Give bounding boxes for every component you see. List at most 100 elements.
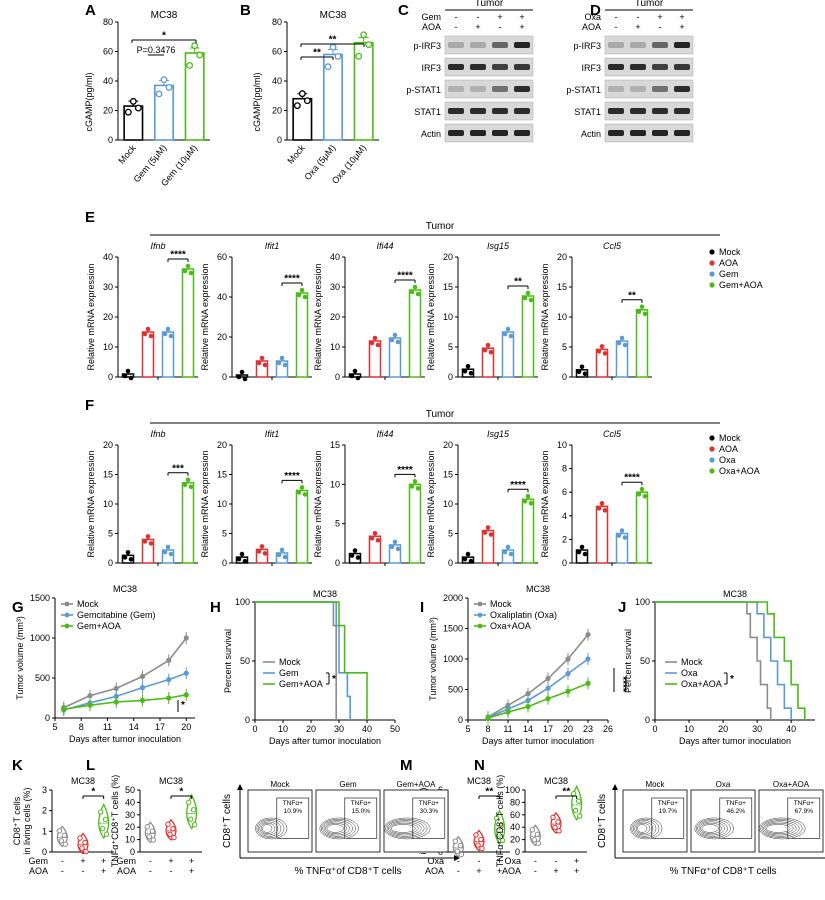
- panel-g-x-label: Days after tumor inoculation: [69, 734, 181, 744]
- panel-e-legend-label: Gem+AOA: [719, 280, 763, 290]
- panel-e-ccl5-bar: [635, 309, 649, 378]
- panel-f-isg15-y-tick-label: 15: [443, 470, 453, 480]
- panel-f-ifi44-y-tick-label: 15: [330, 440, 340, 450]
- flow-n-contour: [637, 824, 648, 833]
- blot-c-band-label: Actin: [421, 129, 441, 139]
- flow-n-contour: [694, 817, 734, 840]
- panel-j-x-tick-label: 30: [752, 724, 762, 734]
- panel-i-y-tick-label: 1500: [443, 624, 463, 634]
- panel-g-point: [61, 706, 67, 712]
- panel-f-legend-label: Oxa: [719, 455, 736, 465]
- panel-m-point: [478, 836, 484, 843]
- flow-l-y-arrowhead: [237, 784, 243, 790]
- blot-d-membrane: [604, 101, 694, 121]
- flow-n-gate-label: TNFα+: [726, 800, 746, 807]
- panel-letter-c: C: [398, 2, 409, 19]
- panel-h-sig-label: *: [332, 674, 336, 685]
- panel-e-ccl5-y-tick-label: 20: [557, 252, 567, 262]
- panel-f-ccl5-point: [602, 508, 608, 513]
- panel-f-ifit1-y-tick-label: 5: [222, 529, 227, 539]
- flow-l-gate-label: TNFα+: [419, 800, 439, 807]
- blot-c-band: [448, 42, 464, 48]
- panel-g-legend-marker: [64, 612, 70, 618]
- panel-n-point: [555, 819, 561, 825]
- panel-f-ifit1-point: [242, 558, 248, 564]
- panel-g-sig-label: *: [181, 700, 185, 711]
- panel-m-sig-label: **: [485, 787, 493, 798]
- panel-f-isg15-y-label: Relative mRNA expression: [426, 450, 436, 557]
- panel-f-ccl5-y-tick-label: 8: [562, 464, 567, 474]
- flow-l-x-arrowhead: [454, 855, 460, 861]
- panel-i-point: [565, 688, 571, 694]
- blot-d-band: [652, 130, 668, 136]
- panel-e-isg15-point: [522, 295, 528, 301]
- panel-e-ifnb-bar: [161, 331, 175, 378]
- panel-e-ifi44-point: [415, 291, 421, 297]
- panel-a-y-tick-label: 80: [103, 17, 113, 27]
- panel-f-ifit1-y-tick-label: 0: [222, 558, 227, 568]
- panel-f-ifnb-point: [145, 534, 151, 539]
- panel-e-ifnb-point: [182, 268, 188, 274]
- panel-m-point: [499, 837, 506, 844]
- panel-e-isg15-y-label: Relative mRNA expression: [426, 263, 436, 370]
- panel-letter-d: D: [590, 2, 601, 19]
- blot-c-sign: +: [519, 22, 524, 32]
- panel-g-legend-label: Gemcitabine (Gem): [77, 610, 156, 620]
- flow-n-contour: [632, 820, 657, 837]
- panel-k-sign: -: [61, 866, 64, 876]
- blot-c-title: Tumor: [475, 0, 504, 9]
- panel-f-ifit1-point: [282, 554, 288, 560]
- panel-b-y-tick-label: 40: [272, 76, 282, 86]
- panel-i-legend-label: Oxaliplatin (Oxa): [490, 610, 557, 620]
- blot-c-band: [514, 42, 530, 48]
- panel-l-sign: +: [168, 856, 173, 866]
- panel-n-title: MC38: [544, 776, 568, 786]
- panel-l-y-tick-label: 10: [125, 835, 135, 845]
- flow-n-group-label: Mock: [645, 780, 665, 789]
- panel-e-ifi44-point: [395, 339, 401, 345]
- panel-m-point: [458, 851, 465, 858]
- blot-d-band: [630, 86, 646, 92]
- panel-e-ifit1-point: [259, 355, 265, 361]
- panel-b-point: [365, 41, 373, 49]
- panel-f-ifi44-y-tick-label: 5: [335, 519, 340, 529]
- panel-f-isg15-point: [502, 549, 508, 555]
- panel-b-y-label: cGAMP(pg/ml): [252, 72, 262, 131]
- flow-l-x-label: % TNFα⁺of CD8⁺T cells: [294, 866, 401, 877]
- panel-e-ifit1-sig-label: ****: [284, 274, 300, 285]
- blot-d-band-label: IRF3: [581, 63, 601, 73]
- blot-d-band: [652, 108, 668, 114]
- panel-a-point: [165, 83, 173, 91]
- panel-l-point: [185, 799, 192, 806]
- panel-f-ifi44-point: [395, 546, 401, 552]
- panel-f-ifnb-bar: [181, 482, 195, 564]
- panel-e-ifit1-gene-title: Ifit1: [265, 241, 280, 251]
- panel-k-y-tick-label: 1: [42, 826, 47, 836]
- panel-e-ccl5-point: [619, 335, 625, 341]
- panel-j-y-label: Percent survival: [623, 629, 633, 693]
- panel-b-sig-mid-label: **: [313, 48, 321, 59]
- panel-f-ifi44-point: [409, 484, 415, 489]
- panel-j-x-label: Days after tumor inoculation: [679, 736, 791, 746]
- panel-f-ifit1-y-tick-label: 20: [217, 440, 227, 450]
- panel-i-point: [585, 680, 591, 687]
- panel-f-ifnb-point: [165, 544, 171, 550]
- panel-h-x-tick-label: 20: [306, 724, 316, 734]
- panel-e-ifi44-point: [375, 342, 381, 348]
- panel-a-point: [134, 104, 142, 112]
- panel-e-ifit1-point: [239, 369, 245, 375]
- panel-e-ifi44-point: [349, 373, 355, 379]
- panel-g-series-line: [63, 694, 187, 710]
- panel-l-point: [190, 807, 197, 813]
- flow-l-contour: [255, 817, 288, 840]
- flow-n-gate-label: TNFα+: [794, 800, 814, 807]
- panel-f-ifnb-point: [128, 557, 134, 562]
- blot-d-band-label: p-IRF3: [573, 41, 601, 51]
- panel-l-y-tick-label: 20: [125, 822, 135, 832]
- flow-l-gate-percent: 15.0%: [352, 808, 371, 815]
- panel-n-point: [570, 791, 577, 797]
- panel-i-y-label: Tumor volume (mm³): [428, 617, 438, 701]
- panel-i-point: [565, 656, 571, 662]
- panel-k-y-label: CD8⁺T cells: [12, 796, 22, 845]
- panel-f-ccl5-y-tick-label: 0: [562, 558, 567, 568]
